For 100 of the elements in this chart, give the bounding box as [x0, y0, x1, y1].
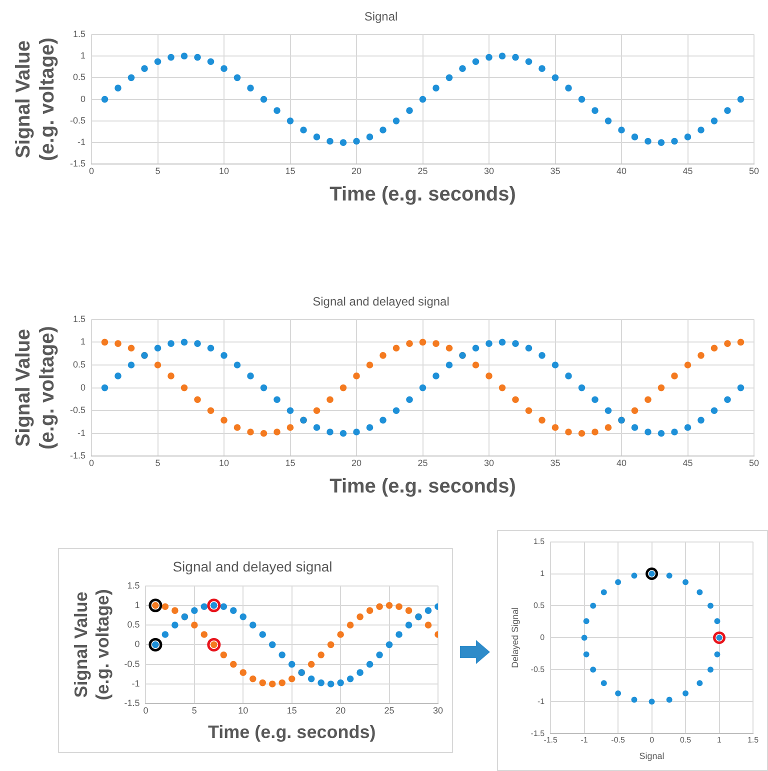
x-tick-label: 20 — [351, 166, 362, 176]
point — [486, 54, 492, 61]
point — [240, 613, 247, 620]
point — [162, 631, 169, 638]
chart-title: Signal — [364, 10, 398, 24]
point — [671, 372, 678, 380]
point — [512, 340, 519, 347]
point — [234, 362, 241, 368]
point — [353, 372, 360, 380]
point — [376, 603, 383, 610]
point — [525, 344, 532, 352]
point — [578, 430, 586, 437]
x-tick-label: 0 — [143, 705, 148, 716]
x-axis-title: Time (e.g. seconds) — [208, 722, 376, 742]
x-tick-label: 0 — [89, 166, 94, 176]
point — [396, 603, 402, 610]
point — [592, 396, 598, 404]
point — [631, 134, 638, 140]
y-tick-label: 1 — [540, 568, 546, 578]
y-tick-label: 0 — [540, 632, 546, 642]
x-tick-label: -1 — [580, 736, 588, 745]
y-tick-label: -1.5 — [70, 450, 86, 461]
y-tick-label: 0 — [134, 639, 140, 650]
point — [512, 396, 519, 404]
point — [696, 589, 703, 596]
x-tick-label: 45 — [682, 458, 693, 468]
point — [154, 362, 162, 368]
y-tick-label: -1.5 — [124, 698, 140, 708]
point — [249, 675, 256, 682]
point — [318, 652, 324, 658]
point — [552, 74, 559, 82]
point — [366, 424, 374, 431]
x-tick-label: 20 — [351, 458, 362, 468]
point — [565, 428, 572, 436]
point — [525, 58, 532, 66]
point — [472, 58, 480, 66]
y-tick-label: -0.5 — [70, 405, 86, 416]
y-tick-label: 1 — [134, 600, 140, 610]
point — [737, 338, 744, 346]
point — [698, 352, 704, 359]
x-tick-label: 40 — [616, 458, 627, 468]
point — [424, 622, 432, 628]
x-tick-label: 20 — [336, 705, 346, 716]
y-tick-label: -1 — [132, 678, 140, 688]
point — [128, 344, 135, 352]
point — [234, 74, 241, 82]
point — [472, 362, 480, 368]
point — [191, 622, 198, 628]
point — [724, 396, 731, 404]
point — [631, 696, 638, 703]
point — [698, 416, 704, 424]
x-tick-label: 0 — [650, 736, 655, 745]
point — [230, 607, 237, 614]
point — [340, 139, 347, 146]
point — [419, 384, 426, 392]
point — [101, 384, 108, 392]
point — [114, 84, 122, 92]
point — [682, 690, 689, 696]
x-axis-title: Time (e.g. seconds) — [330, 184, 516, 206]
x-tick-label: 40 — [616, 166, 627, 176]
point — [666, 572, 672, 579]
y-tick-label: 0.5 — [72, 72, 86, 82]
point — [240, 669, 247, 676]
point — [180, 338, 188, 346]
point — [714, 651, 720, 658]
point — [392, 118, 400, 124]
point — [259, 679, 266, 686]
point — [207, 58, 214, 66]
point — [128, 74, 135, 82]
x-tick-label: 30 — [432, 705, 444, 716]
point — [698, 126, 704, 134]
point — [148, 638, 162, 652]
point — [446, 344, 453, 352]
point — [286, 424, 294, 431]
point — [313, 134, 320, 140]
point — [644, 428, 652, 436]
x-tick-label: 1 — [717, 736, 722, 745]
point — [538, 65, 546, 72]
point — [194, 340, 201, 347]
point — [578, 96, 586, 103]
x-tick-label: 45 — [682, 166, 693, 176]
point — [538, 352, 546, 359]
y-tick-label: 1.5 — [533, 537, 546, 546]
y-tick-label: -0.5 — [530, 664, 546, 674]
x-tick-label: 10 — [238, 705, 248, 716]
point — [419, 96, 426, 103]
y-tick-label: 1.5 — [72, 28, 86, 39]
point — [696, 680, 703, 686]
point — [658, 430, 665, 437]
point — [327, 641, 334, 648]
point — [631, 407, 638, 414]
point — [220, 416, 228, 424]
point — [724, 107, 731, 114]
y-tick-label: -1.5 — [530, 728, 546, 738]
point — [260, 430, 268, 437]
point — [590, 666, 596, 673]
point — [380, 126, 386, 134]
point — [318, 679, 324, 686]
chart-title: Signal and delayed signal — [312, 294, 450, 309]
point — [346, 622, 354, 628]
